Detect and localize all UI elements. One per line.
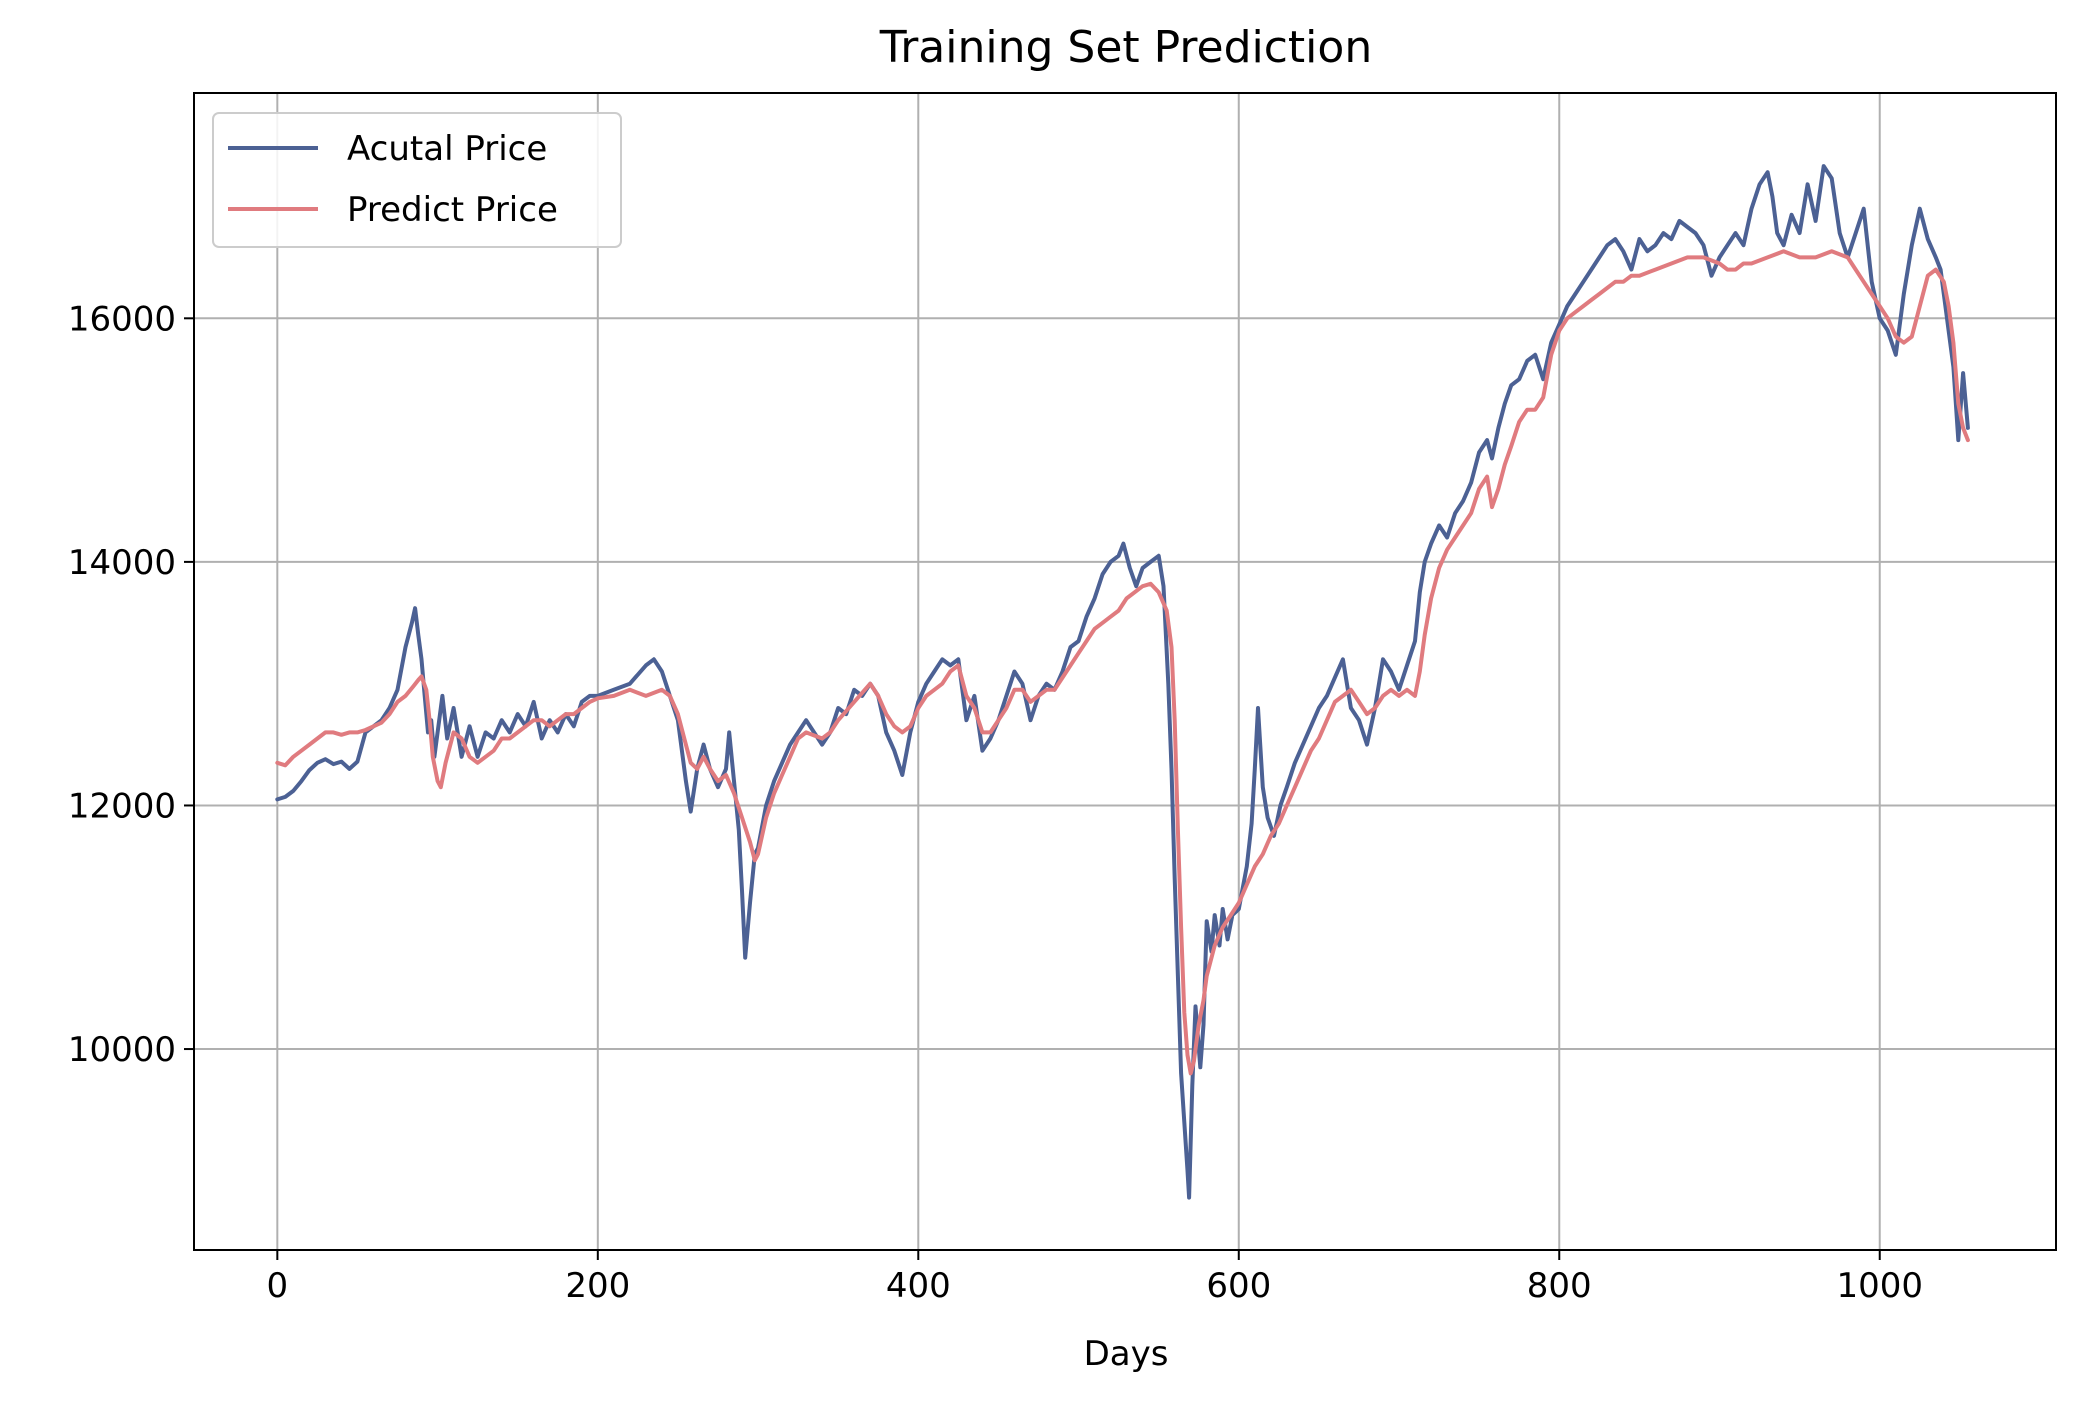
y-tick-label: 14000: [68, 543, 176, 583]
x-tick-label: 1000: [1836, 1266, 1923, 1306]
grid: [194, 93, 2056, 1250]
x-axis-label: Days: [1084, 1334, 1169, 1374]
chart-title: Training Set Prediction: [879, 22, 1372, 73]
y-tick-label: 12000: [68, 786, 176, 826]
series-lines: [275, 164, 1970, 1200]
x-tick-label: 600: [1206, 1266, 1271, 1306]
legend: Acutal Price Predict Price: [212, 112, 622, 248]
plot-frame: [193, 92, 2057, 1251]
x-tick-label: 0: [267, 1266, 289, 1306]
y-tick-label: 16000: [68, 299, 176, 339]
x-tick-label: 200: [565, 1266, 630, 1306]
y-tick-label: 10000: [68, 1030, 176, 1070]
x-tick-label: 400: [886, 1266, 951, 1306]
series-line-predict: [275, 249, 1970, 1076]
x-tick-label: 800: [1527, 1266, 1592, 1306]
legend-label-predict: Predict Price: [347, 190, 558, 230]
legend-label-actual: Acutal Price: [347, 129, 547, 169]
axis-ticks: 0 200 400 600 800 1000 10000 12000 14000 16000: [68, 299, 1923, 1306]
